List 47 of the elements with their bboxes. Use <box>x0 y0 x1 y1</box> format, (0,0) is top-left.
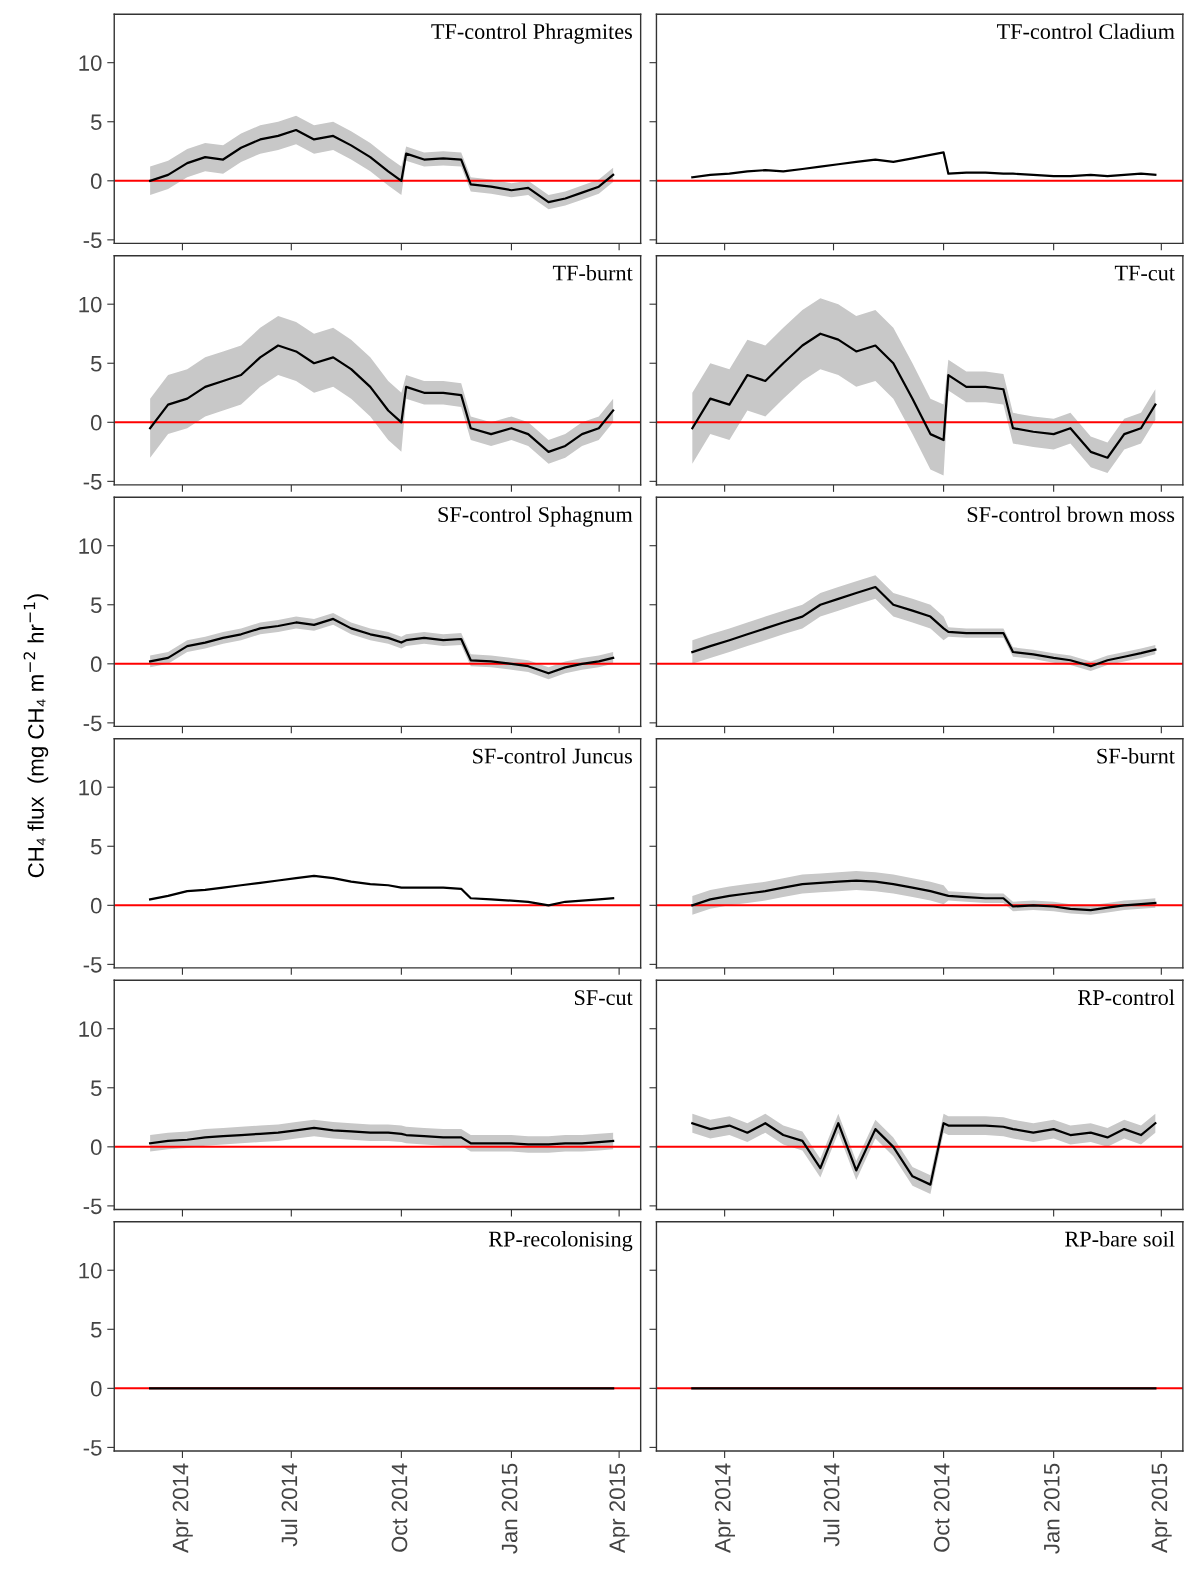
chart-title: SF-control Sphagnum <box>438 506 633 527</box>
y-tick-label: 5 <box>90 114 102 131</box>
y-tick-label: 0 <box>90 414 102 431</box>
chart-title: TF-cut <box>1114 265 1175 281</box>
chart-title: TF-control Phragmites <box>431 23 632 44</box>
y-tick-label: -5 <box>83 1440 102 1456</box>
x-tick-label: Apr 2014 <box>714 1463 735 1553</box>
y-tick-label: 10 <box>79 55 102 71</box>
y-tick-label: -5 <box>83 1198 102 1215</box>
chart-title: TF-control Cladium <box>997 23 1175 40</box>
y-tick-label: -5 <box>83 232 102 249</box>
x-tick-label: Jan 2015 <box>501 1463 518 1554</box>
y-tick-label: 0 <box>90 173 102 190</box>
y-tick-label: 10 <box>79 1021 102 1037</box>
y-tick-label: 5 <box>90 1080 102 1097</box>
chart-title: RP-bare soil <box>1065 1230 1175 1247</box>
y-tick-label: 10 <box>79 1262 102 1279</box>
y-tick-label: 5 <box>90 597 102 614</box>
chart-title: RP-recolonising <box>488 1230 633 1252</box>
x-tick-label: Jul 2014 <box>280 1463 298 1547</box>
chart-title: RP-control <box>1078 989 1175 1006</box>
chart-title: TF-burnt <box>552 264 633 281</box>
x-tick-label: Apr 2015 <box>1151 1463 1172 1553</box>
y-tick-label: -5 <box>83 474 102 490</box>
x-tick-label: Jul 2014 <box>823 1463 840 1547</box>
y-tick-label: 5 <box>90 839 102 855</box>
y-tick-label: 5 <box>90 356 102 372</box>
chart-title: SF-control brown moss <box>967 506 1175 523</box>
x-tick-label: Oct 2014 <box>391 1463 408 1552</box>
chart-title: SF-burnt <box>1097 747 1175 764</box>
y-tick-label: 10 <box>79 296 102 313</box>
y-tick-label: 0 <box>90 1380 102 1397</box>
chart-title: SF-control Juncus <box>473 747 632 764</box>
y-tick-label: 0 <box>90 897 102 914</box>
x-tick-label: Apr 2015 <box>609 1463 630 1553</box>
y-tick-label: 0 <box>90 1139 102 1156</box>
y-axis-title: CH₄ flux (mg CH₄ m$^{−2}$ hr$^{−1}$) <box>23 594 49 878</box>
y-tick-label: 5 <box>90 1322 102 1338</box>
y-tick-label: -5 <box>83 957 102 973</box>
y-tick-label: 0 <box>90 656 102 673</box>
chart-title: SF-cut <box>574 990 633 1006</box>
x-tick-label: Jan 2015 <box>1043 1463 1060 1554</box>
x-tick-label: Apr 2014 <box>172 1463 193 1553</box>
y-tick-label: -5 <box>83 715 102 732</box>
y-tick-label: 10 <box>79 538 102 554</box>
x-tick-label: Oct 2014 <box>933 1463 950 1552</box>
y-tick-label: 10 <box>79 779 102 796</box>
